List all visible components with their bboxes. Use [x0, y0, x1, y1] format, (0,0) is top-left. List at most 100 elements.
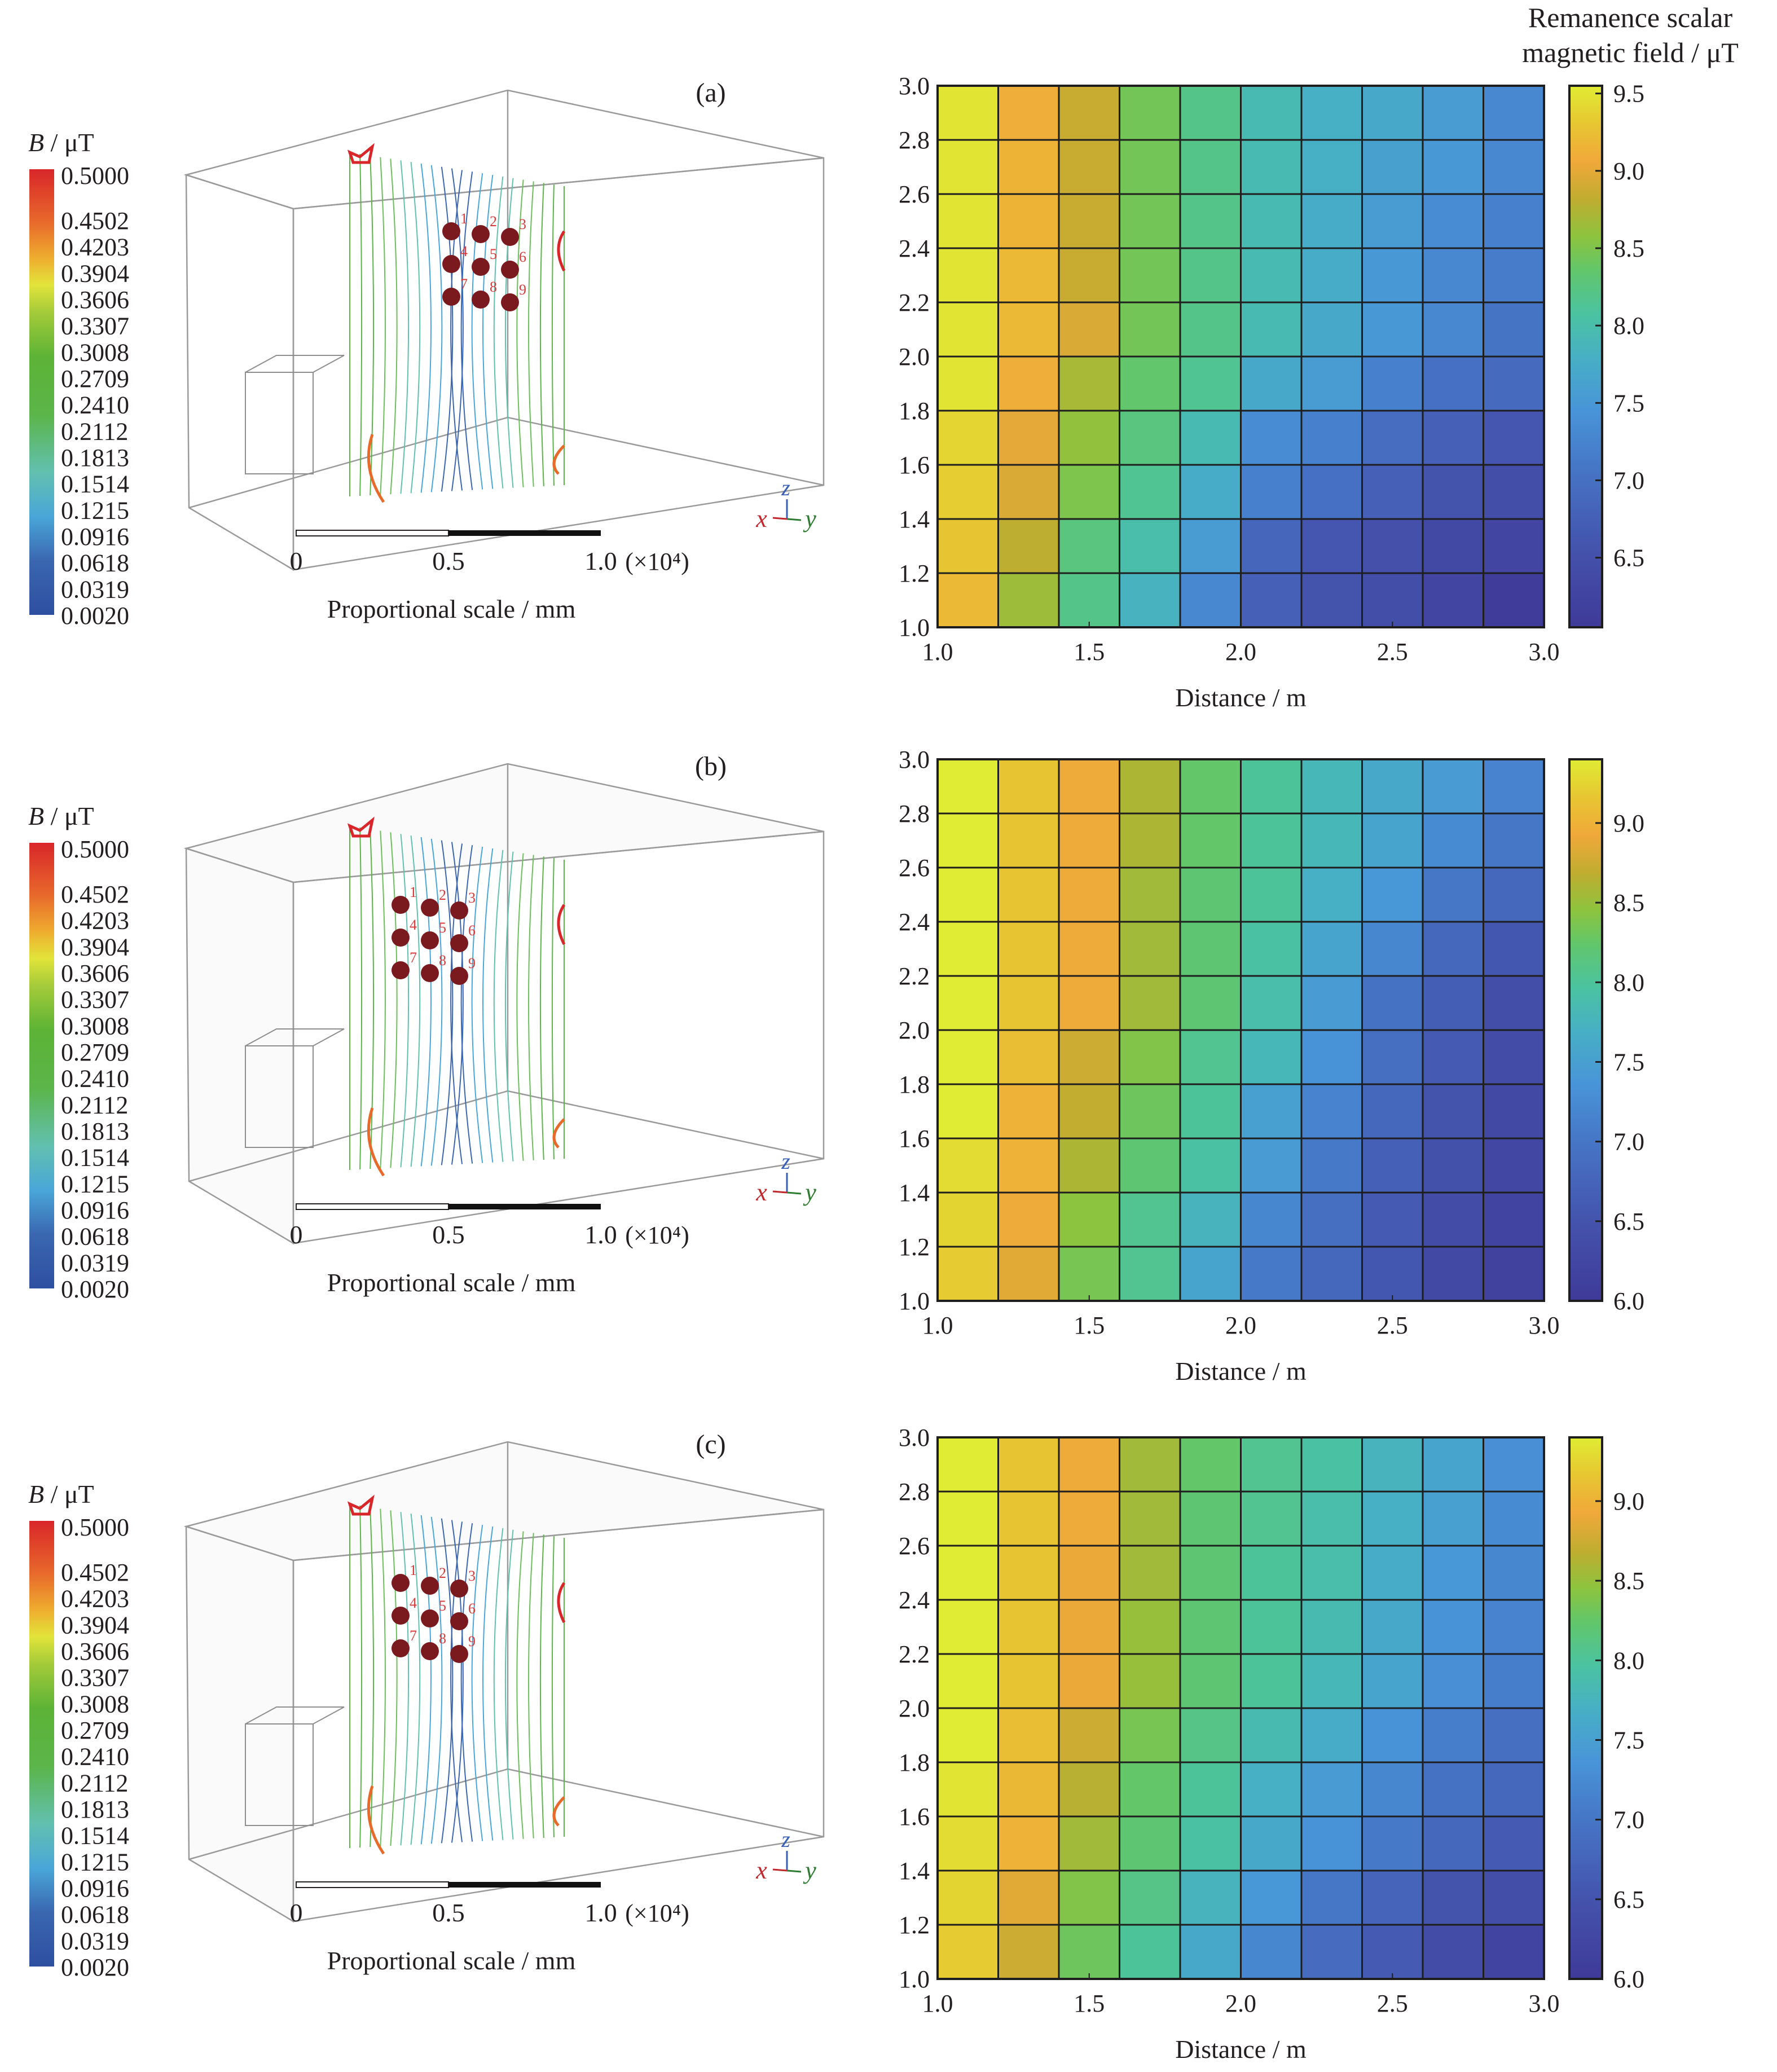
left-colorbar-tick-label: 0.3606 — [61, 1638, 129, 1665]
sensor-marker — [392, 1607, 410, 1625]
heatmap-cell — [997, 139, 1060, 195]
y-tick-label: 3.0 — [899, 1424, 930, 1451]
left-colorbar-gradient — [29, 169, 54, 615]
contour-line — [539, 183, 544, 486]
contour-line — [460, 171, 473, 490]
sensor-label: 8 — [439, 1630, 446, 1647]
contour-line — [390, 832, 398, 1168]
heatmap-cell — [1058, 975, 1120, 1031]
colorbar-tick-label: 8.0 — [1613, 1647, 1644, 1674]
scale-bar-label: Proportional scale / mm — [327, 595, 576, 623]
heatmap-cell — [1058, 812, 1120, 869]
heatmap-cell — [1361, 1761, 1424, 1818]
y-tick-label: 2.2 — [899, 962, 930, 990]
heatmap-cell — [1240, 975, 1303, 1031]
heatmap-cell — [1483, 410, 1545, 466]
triad-x-axis — [772, 517, 788, 520]
heatmap-cell — [1058, 139, 1120, 195]
colorbar-tick-label: 8.5 — [1613, 1567, 1644, 1595]
heatmap-cell — [997, 1815, 1060, 1872]
heatmap-cell — [936, 975, 999, 1031]
heatmap-cell — [1422, 812, 1484, 869]
equipment-front — [245, 1723, 314, 1826]
sensor-label: 2 — [439, 1565, 446, 1581]
heatmap-cell — [997, 301, 1060, 358]
heatmap-cell — [936, 355, 999, 412]
contour-line — [528, 855, 534, 1160]
heatmap-cell — [1422, 1029, 1484, 1085]
hotspot-contour — [347, 1494, 375, 1516]
heatmap-cell — [1179, 1137, 1242, 1194]
colorbar-tick-label: 9.5 — [1613, 80, 1644, 108]
heatmap-cell — [936, 1137, 999, 1194]
y-tick-label: 1.8 — [899, 1749, 930, 1776]
heatmap: 1.0 1.2 1.4 1.6 1.8 2.0 2.2 2.4 2.6 2.8 3.0 1.0 1.5 2… — [899, 72, 1560, 712]
left-colorbar-tick-label: 0.5000 — [61, 835, 129, 863]
hotspot-contour — [367, 1107, 385, 1177]
heatmap-cell — [1179, 355, 1242, 412]
heatmap-cell — [997, 410, 1060, 466]
x-axis-label: Distance / m — [1175, 1357, 1307, 1385]
heatmap-cell — [1422, 572, 1484, 628]
sensor-label: 4 — [410, 1595, 417, 1611]
heatmap-cell — [1361, 866, 1424, 923]
sensor-label: 4 — [410, 917, 417, 933]
heatmap-cell — [1361, 1490, 1424, 1547]
y-tick-label: 2.0 — [899, 1695, 930, 1722]
contour-line — [400, 834, 410, 1168]
colorbar-tick-label: 8.0 — [1613, 312, 1644, 340]
contour-line — [450, 170, 463, 491]
left-colorbar-tick-label: 0.3606 — [61, 286, 129, 314]
left-colorbar-tick-label: 0.1813 — [61, 1118, 129, 1145]
heatmap-cell — [1179, 1083, 1242, 1140]
colorbar-gradient — [1568, 1436, 1603, 1980]
left-colorbar-tick-label: 0.1514 — [61, 1822, 129, 1850]
triad-x-label: x — [755, 1178, 767, 1206]
heatmap-cell — [1483, 572, 1545, 628]
sensor-grid: 1 2 3 4 5 6 7 8 9 — [392, 884, 476, 985]
heatmap-cell — [1300, 1490, 1363, 1547]
sensor-marker — [472, 225, 490, 243]
heatmap-cell — [1058, 1490, 1120, 1547]
contour-line — [528, 1533, 534, 1838]
heatmap-cell — [1361, 1599, 1424, 1655]
heatmap-cell — [936, 1869, 999, 1926]
heatmap-cell — [1179, 1436, 1242, 1493]
3d-view: (c)B / μT0.50000.45020.42030.39040.36060… — [28, 1429, 825, 1981]
contour-plane — [347, 143, 566, 503]
y-tick-label: 2.2 — [899, 289, 930, 316]
heatmap-cell — [936, 1029, 999, 1085]
contour-line — [493, 850, 504, 1162]
box-back-edge — [188, 416, 508, 509]
sensor-marker — [442, 222, 460, 240]
box-back-edge — [188, 1090, 508, 1182]
hotspot-contour — [347, 143, 375, 164]
left-colorbar-tick-label: 0.0916 — [61, 1875, 129, 1902]
scale-bar-label: Proportional scale / mm — [327, 1946, 576, 1975]
heatmap-cell — [1240, 1083, 1303, 1140]
contour-line — [400, 1512, 410, 1846]
heatmap-cell — [1300, 139, 1363, 195]
box-back-edge — [507, 1090, 824, 1160]
heatmap-cell — [1483, 812, 1545, 869]
heatmap-cell — [1422, 758, 1484, 815]
heatmap-cell — [1119, 1869, 1181, 1926]
heatmap-cell — [1300, 572, 1363, 628]
3d-view: (b)B / μT0.50000.45020.42030.39040.36060… — [28, 751, 825, 1303]
y-tick-label: 2.8 — [899, 800, 930, 828]
heatmap-cell — [1119, 812, 1181, 869]
heatmap-cell — [1058, 1599, 1120, 1655]
y-tick-label: 2.4 — [899, 908, 930, 936]
contour-line — [380, 157, 386, 495]
colorbar-tick-label: 6.0 — [1613, 1965, 1644, 1993]
heatmap-cell — [1483, 921, 1545, 977]
contour-line — [482, 848, 494, 1163]
hotspot-contour — [552, 1118, 565, 1149]
heatmap-cell — [1483, 866, 1545, 923]
heatmap-cell — [1300, 518, 1363, 574]
heatmap-cell — [1179, 1490, 1242, 1547]
y-tick-label: 2.0 — [899, 1017, 930, 1044]
heatmap-cell — [1058, 1029, 1120, 1085]
y-tick-label: 2.0 — [899, 343, 930, 371]
heatmap-cell — [1240, 247, 1303, 303]
